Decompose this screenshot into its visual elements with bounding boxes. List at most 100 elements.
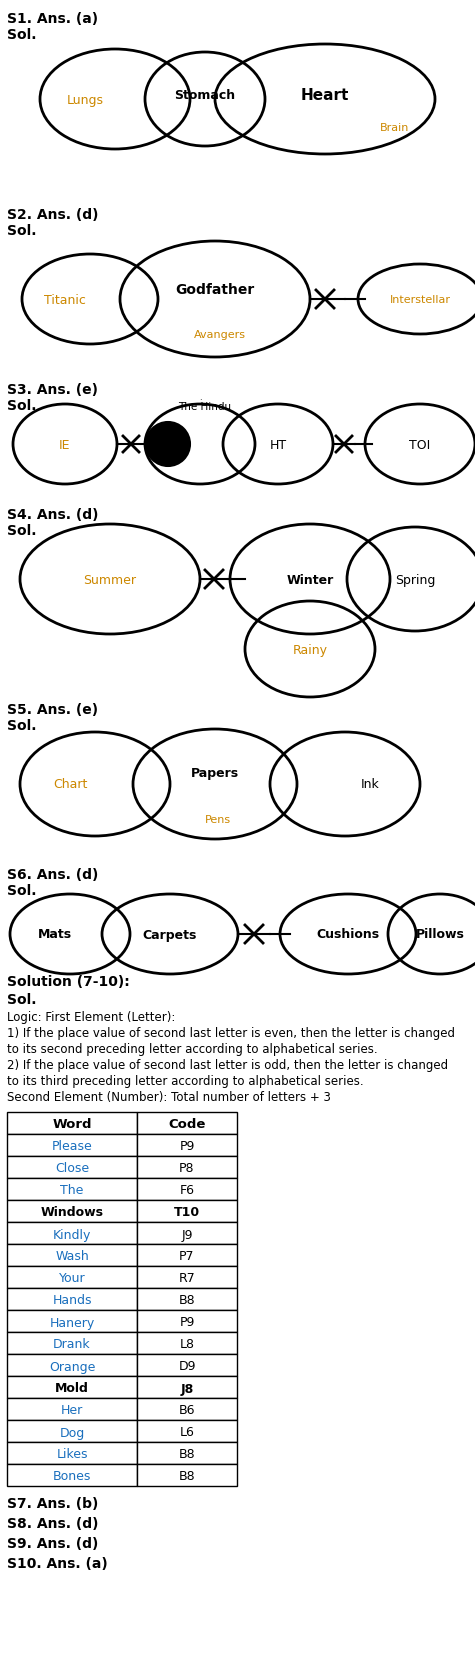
Bar [137,1200,237,1223]
Text: Likes: Likes [56,1447,88,1461]
Text: J9: J9 [181,1228,193,1241]
Text: B6: B6 [179,1404,195,1417]
Text: S10. Ans. (a): S10. Ans. (a) [7,1556,108,1569]
Text: Solution (7-10):: Solution (7-10): [7,974,130,989]
Text: .: . [199,391,201,402]
Bar [7,1288,137,1310]
Text: Heart: Heart [301,87,349,102]
Bar [7,1310,137,1332]
Bar [137,1156,237,1178]
Text: 2) If the place value of second last letter is odd, then the letter is changed: 2) If the place value of second last let… [7,1059,448,1071]
Text: Avangers: Avangers [194,330,246,340]
Bar [137,1399,237,1420]
Bar [7,1420,137,1442]
Bar [137,1464,237,1486]
Bar [137,1134,237,1156]
Text: Pillows: Pillows [416,929,465,940]
Text: Summer: Summer [84,574,136,586]
Bar [137,1442,237,1464]
Text: L6: L6 [180,1425,194,1439]
Text: S4. Ans. (d): S4. Ans. (d) [7,507,98,522]
Bar [7,1266,137,1288]
Text: Windows: Windows [40,1206,104,1218]
Bar [7,1156,137,1178]
Text: Your: Your [59,1271,86,1285]
Text: Mold: Mold [55,1382,89,1395]
Text: S7. Ans. (b): S7. Ans. (b) [7,1496,98,1511]
Text: Please: Please [52,1139,92,1153]
Text: The Hindu: The Hindu [179,402,232,412]
Text: Cushions: Cushions [316,929,380,940]
Text: S2. Ans. (d): S2. Ans. (d) [7,207,98,223]
Text: The: The [60,1184,84,1196]
Text: Godfather: Godfather [175,283,255,296]
Bar [7,1134,137,1156]
Text: Sol.: Sol. [7,524,37,537]
Text: Sol.: Sol. [7,28,37,42]
Text: S1. Ans. (a): S1. Ans. (a) [7,12,98,27]
Text: S9. Ans. (d): S9. Ans. (d) [7,1536,98,1551]
Text: Orange: Orange [49,1360,95,1372]
Text: Sol.: Sol. [7,992,37,1007]
Bar [137,1332,237,1353]
Bar [7,1399,137,1420]
Bar [7,1200,137,1223]
Text: Spring: Spring [395,574,435,586]
Bar [137,1288,237,1310]
Bar [7,1353,137,1377]
Text: T10: T10 [174,1206,200,1218]
Text: Titanic: Titanic [44,293,86,306]
Bar [137,1178,237,1200]
Bar [7,1245,137,1266]
Bar [7,1442,137,1464]
Text: Logic: First Element (Letter):: Logic: First Element (Letter): [7,1010,175,1024]
Text: Close: Close [55,1161,89,1174]
Text: Brain: Brain [380,122,409,132]
Text: to its third preceding letter according to alphabetical series.: to its third preceding letter according … [7,1074,364,1087]
Text: P9: P9 [180,1139,195,1153]
Text: S6. Ans. (d): S6. Ans. (d) [7,868,98,882]
Text: Dog: Dog [59,1425,85,1439]
Bar [7,1223,137,1245]
Text: Sol.: Sol. [7,719,37,733]
Text: F6: F6 [180,1184,194,1196]
Text: Ink: Ink [361,778,380,791]
Bar [137,1245,237,1266]
Text: B8: B8 [179,1469,195,1482]
Bar [7,1377,137,1399]
Text: B8: B8 [179,1293,195,1307]
Text: Rainy: Rainy [293,642,327,656]
Text: S3. Ans. (e): S3. Ans. (e) [7,383,98,397]
Text: Hands: Hands [52,1293,92,1307]
Text: Wash: Wash [55,1250,89,1263]
Text: P9: P9 [180,1315,195,1328]
Text: Kindly: Kindly [53,1228,91,1241]
Text: S5. Ans. (e): S5. Ans. (e) [7,703,98,716]
Text: B8: B8 [179,1447,195,1461]
Bar [137,1310,237,1332]
Text: Second Element (Number): Total number of letters + 3: Second Element (Number): Total number of… [7,1091,331,1103]
Text: J8: J8 [180,1382,194,1395]
Text: Her: Her [61,1404,83,1417]
Text: Sol.: Sol. [7,398,37,413]
Bar [137,1266,237,1288]
Text: Winter: Winter [286,574,333,586]
Text: Sol.: Sol. [7,224,37,238]
Text: Mats: Mats [38,929,72,940]
Text: HT: HT [269,438,286,452]
Text: Chart: Chart [53,778,87,791]
Text: Papers: Papers [191,766,239,780]
Text: IE: IE [59,438,71,452]
Text: 1) If the place value of second last letter is even, then the letter is changed: 1) If the place value of second last let… [7,1027,455,1039]
Text: TOI: TOI [409,438,431,452]
Ellipse shape [146,423,190,467]
Text: L8: L8 [180,1338,194,1350]
Bar [7,1332,137,1353]
Bar [137,1420,237,1442]
Bar [137,1223,237,1245]
Text: Drank: Drank [53,1338,91,1350]
Text: Carpets: Carpets [143,929,197,940]
Bar [137,1113,237,1134]
Text: Lungs: Lungs [66,94,104,107]
Text: P8: P8 [179,1161,195,1174]
